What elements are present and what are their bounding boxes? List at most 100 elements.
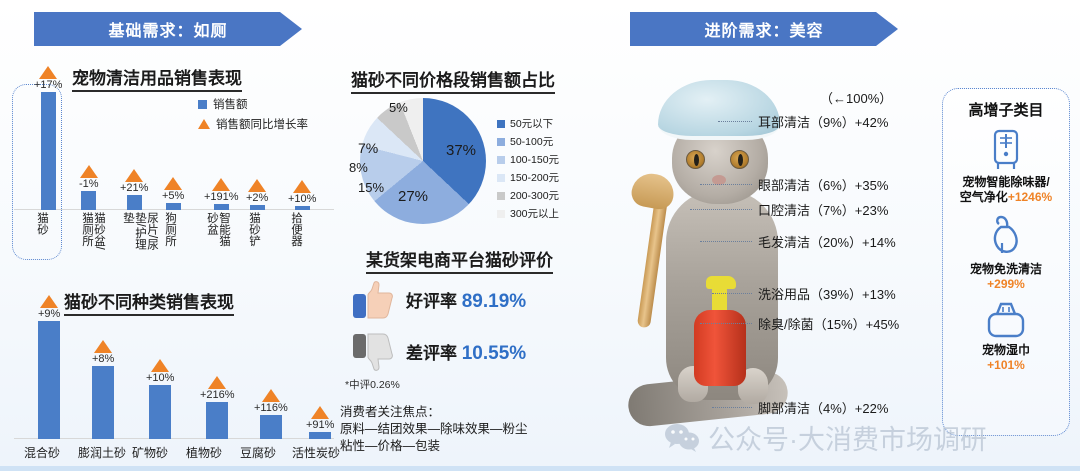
chart2-bar [149, 385, 172, 439]
pie-legend-swatch [497, 119, 505, 128]
chart2-title: 猫砂不同种类销售表现 [64, 288, 234, 316]
review-row-good: 好评率 89.19% [352, 280, 526, 320]
callout-leader-line [700, 241, 752, 242]
thumbs-down-icon [353, 333, 393, 371]
panel-item-2-label: 宠物湿巾 +101% [943, 343, 1069, 373]
chart1-growth-label: +17% [34, 79, 63, 91]
chart2-bar-group: +9% [38, 295, 60, 439]
chart2-category-label: 矿物砂 [132, 446, 169, 460]
thumbs-up-icon [353, 281, 393, 319]
pie-legend-label: 50元以下 [510, 118, 554, 130]
legend-triangle-icon [198, 119, 210, 129]
review-row-bad: 差评率 10.55% [352, 332, 526, 372]
pie-legend-item: 150-200元 [497, 170, 559, 185]
growth-triangle-icon [293, 180, 312, 193]
callout-item-1: 眼部清洁（6%）+35% [758, 178, 889, 193]
chart2-bar-group: +91% [306, 406, 334, 439]
chart2-bar [206, 402, 229, 439]
cat-eye-left [686, 150, 705, 169]
chart1-category-label: 猫砂盆/猫厕所 [81, 212, 105, 250]
callout-item-2: 口腔清洁（7%）+23% [758, 203, 889, 218]
pie-legend-item: 300元以上 [497, 206, 559, 221]
review-good-label: 好评率 [406, 292, 457, 311]
panel-item-1-label: 宠物免洗清洁 +299% [943, 262, 1069, 292]
air-purifier-icon [943, 128, 1069, 172]
chart1-bar [294, 206, 310, 210]
chart-cat-litter-types: +9% 混合砂 +8% 膨润土砂 +10% 矿物砂 +216% 植物砂 +116% 豆腐砂 +91%… [14, 295, 340, 465]
chart2-growth-label: +116% [254, 402, 288, 414]
chart1-category-label: 尿片/尿垫/护理垫 [122, 212, 158, 250]
panel-item-1: 宠物免洗清洁 +299% [943, 213, 1069, 292]
callout-leader-line [712, 407, 752, 408]
chart1-bar-group: +21% [120, 169, 148, 210]
wipes-pack-icon [943, 300, 1069, 340]
growth-triangle-icon [79, 165, 98, 178]
chart1-bar [249, 205, 265, 210]
chart2-category-label: 植物砂 [186, 446, 223, 460]
panel-item-0-label: 宠物智能除味器/ 空气净化+1246% [943, 175, 1069, 205]
chart1-category-label: 狗厕所 [164, 212, 176, 247]
chart2-bar-group: +8% [92, 340, 114, 439]
chart1-category-label: 猫砂铲 [248, 212, 260, 247]
callout-item-6: 脚部清洁（4%）+22% [758, 401, 889, 416]
pie-legend-swatch [497, 155, 505, 164]
chart2-growth-label: +91% [306, 419, 335, 431]
cat-pupil-right [738, 154, 743, 166]
shampoo-pump-icon [706, 276, 736, 289]
legend-item-sales: 销售额 [198, 96, 308, 112]
pie-label-0: 37% [446, 142, 477, 159]
review-bad-text: 差评率 10.55% [406, 339, 526, 365]
pie-label-4: 7% [358, 140, 379, 156]
panel-item-0: 宠物智能除味器/ 空气净化+1246% [943, 128, 1069, 205]
chart1-bar [126, 195, 142, 210]
chart1-growth-label: +21% [120, 182, 149, 194]
banner-advanced-need: 进阶需求：美容 [630, 12, 898, 46]
growth-triangle-icon [208, 376, 227, 389]
legend-square-icon [198, 99, 207, 109]
brush-head-icon [629, 170, 677, 212]
panel-item-0-name: 宠物智能除味器/ 空气净化 [959, 175, 1050, 204]
chart2-growth-label: +216% [200, 389, 235, 401]
chart2-bar [38, 321, 61, 439]
chart2-bar [309, 432, 332, 439]
chart2-growth-label: +9% [38, 308, 61, 320]
pie-legend-swatch [497, 191, 505, 200]
growth-triangle-icon [125, 169, 144, 182]
chart1-bar-group: +5% [162, 177, 184, 210]
chart2-axis [14, 438, 334, 439]
banner-basic-label: 基础需求：如厕 [108, 23, 228, 40]
panel-item-2-pct: +101% [987, 358, 1025, 372]
chart2-bar-group: +116% [254, 389, 288, 439]
chart1-bar [165, 203, 181, 210]
pie-legend-label: 200-300元 [510, 190, 560, 202]
pie-chart-wrap [360, 98, 486, 224]
chart1-growth-label: -1% [79, 178, 99, 190]
pie-legend-item: 50-100元 [497, 134, 559, 149]
growth-triangle-icon [261, 389, 280, 402]
shower-cap-icon [658, 80, 780, 140]
watermark-text: 公众号·大消费市场调研 [708, 425, 987, 455]
brush-handle-icon [636, 195, 669, 329]
growth-triangle-icon [311, 406, 330, 419]
growth-triangle-icon [164, 177, 183, 190]
cat-eye-right [730, 150, 749, 169]
pie-legend-swatch [497, 137, 505, 146]
growth-triangle-icon [151, 359, 170, 372]
review-good-value: 89.19% [461, 291, 527, 312]
chart2-bar [92, 366, 115, 439]
callout-item-5: 除臭/除菌（15%）+45% [758, 317, 900, 332]
shampoo-bottle-icon [694, 310, 746, 386]
panel-item-0-pct: +1246% [1007, 190, 1053, 204]
pie-legend-label: 100-150元 [510, 154, 560, 166]
chart2-category-label: 活性炭砂 [292, 446, 341, 460]
chart2-category-label: 豆腐砂 [240, 446, 277, 460]
pie-legend: 50元以下 50-100元 100-150元 150-200元 200-300元 300元… [497, 116, 559, 224]
chart1-category-label: 拾便器 [290, 212, 302, 247]
chart2-bar-group: +216% [200, 376, 235, 439]
review-bad-value: 10.55% [461, 343, 527, 364]
cat-nose [712, 175, 726, 185]
legend-label-sales: 销售额 [213, 99, 248, 111]
panel-item-1-name: 宠物免洗清洁 [969, 262, 1042, 276]
callout-leader-line [718, 121, 752, 122]
